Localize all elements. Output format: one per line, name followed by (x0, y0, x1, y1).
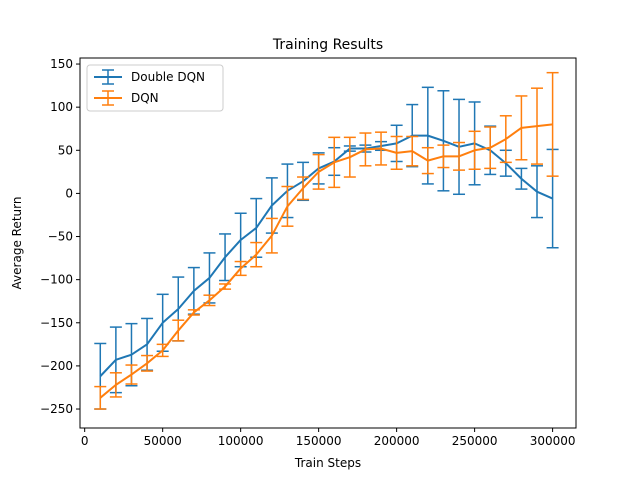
legend-label: Double DQN (131, 70, 205, 84)
y-tick-label: 100 (50, 100, 73, 114)
y-axis-title: Average Return (10, 197, 24, 290)
y-tick-label: 0 (65, 186, 73, 200)
y-tick-label: −100 (40, 273, 73, 287)
x-tick-label: 250000 (452, 434, 498, 448)
series-2 (94, 71, 559, 410)
x-tick-label: 300000 (530, 434, 576, 448)
legend: Double DQN DQN (86, 64, 224, 112)
series-line (99, 123, 553, 399)
y-tick-label: −250 (40, 402, 73, 416)
y-tick-label: −150 (40, 316, 73, 330)
x-axis-title: Train Steps (294, 456, 361, 470)
x-tick-label: 100000 (218, 434, 264, 448)
y-tick-label: −200 (40, 359, 73, 373)
y-tick-label: −50 (48, 230, 73, 244)
x-tick-label: 0 (81, 434, 89, 448)
series-1 (94, 86, 559, 410)
legend-label: DQN (131, 91, 159, 105)
plot-area (94, 71, 559, 410)
x-tick-label: 150000 (296, 434, 342, 448)
x-tick-label: 200000 (374, 434, 420, 448)
x-axis: 0 50000 100000 150000 200000 250000 300000 (81, 428, 576, 448)
x-tick-label: 50000 (144, 434, 182, 448)
legend-entry: Double DQN (94, 69, 205, 85)
y-axis: −250 −200 −150 −100 −50 0 50 100 150 (40, 57, 80, 416)
chart-title: Training Results (272, 37, 383, 53)
series-line (99, 134, 554, 377)
y-tick-label: 150 (50, 57, 73, 71)
legend-entry: DQN (94, 90, 159, 106)
y-tick-label: 50 (58, 143, 73, 157)
plot-frame (79, 57, 577, 429)
